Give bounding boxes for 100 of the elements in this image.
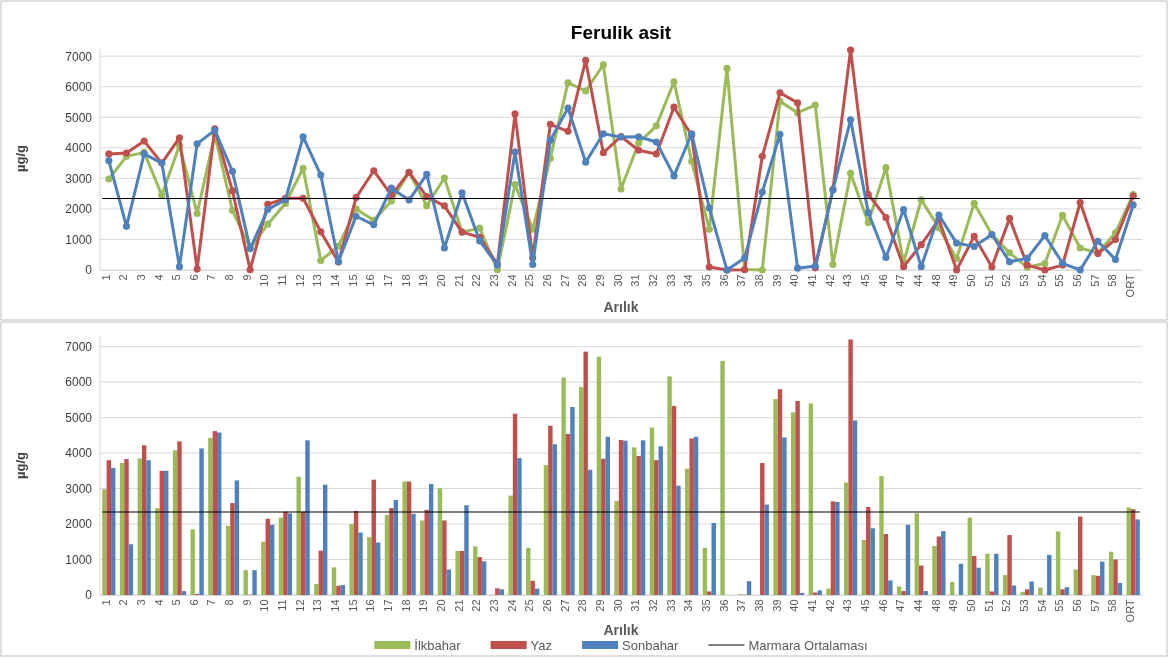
- x-tick-label: 56: [1070, 274, 1083, 287]
- bar: [879, 476, 884, 595]
- point: [758, 152, 766, 160]
- x-tick-label: 3: [134, 599, 147, 606]
- bar: [579, 387, 584, 595]
- bar: [570, 406, 575, 595]
- bar: [808, 403, 814, 595]
- point: [1058, 211, 1067, 219]
- point: [105, 175, 113, 183]
- y-tick-label: 2000: [65, 202, 93, 217]
- x-tick-label: 13: [311, 599, 324, 612]
- x-tick-label: 53: [1017, 274, 1030, 287]
- bar: [508, 495, 513, 595]
- x-tick-label: 11: [276, 274, 289, 286]
- bar: [137, 458, 142, 595]
- x-tick-label: 19: [417, 274, 430, 287]
- bar: [817, 590, 822, 595]
- x-tick-label: 9: [240, 274, 253, 281]
- point: [476, 237, 484, 245]
- x-tick-label: 29: [594, 599, 607, 612]
- bar: [936, 536, 942, 595]
- x-tick-label: 36: [717, 599, 730, 612]
- bar: [367, 537, 372, 595]
- x-axis-title: Arılık: [603, 622, 639, 638]
- x-tick-label: 14: [329, 599, 342, 612]
- point: [705, 263, 713, 271]
- x-tick-label: 18: [399, 274, 412, 287]
- y-tick-label: 1000: [65, 232, 93, 247]
- bar: [711, 522, 716, 595]
- x-tick-label: 24: [505, 599, 518, 612]
- point: [387, 184, 395, 192]
- x-tick-label: 54: [1035, 599, 1048, 612]
- x-tick-label: 6: [187, 599, 200, 606]
- y-tick-label: 7000: [65, 49, 93, 64]
- bar: [446, 569, 452, 595]
- bar: [870, 528, 875, 595]
- bar: [296, 476, 301, 595]
- point: [193, 140, 201, 148]
- bar: [314, 584, 319, 595]
- x-tick-label: 31: [629, 599, 642, 612]
- point: [776, 89, 784, 97]
- point: [1111, 235, 1120, 244]
- x-tick-label: 51: [982, 599, 995, 612]
- bar: [283, 511, 288, 595]
- x-tick-label: 57: [1088, 599, 1101, 612]
- point: [175, 263, 184, 271]
- point: [564, 104, 572, 112]
- bar: [499, 589, 504, 595]
- x-tick-label: 45: [858, 599, 871, 612]
- bar: [190, 529, 195, 595]
- x-tick-label: 5: [170, 274, 183, 281]
- x-tick-label: 20: [435, 274, 448, 287]
- x-tick-label: 40: [788, 274, 801, 287]
- point: [299, 133, 307, 141]
- bar: [212, 431, 217, 595]
- x-tick-label: 33: [664, 599, 677, 612]
- point: [864, 219, 872, 227]
- bar: [261, 541, 266, 595]
- point: [564, 79, 572, 87]
- bar: [1113, 559, 1118, 595]
- bar: [124, 459, 129, 595]
- bar: [632, 447, 637, 595]
- point: [105, 150, 113, 158]
- bar: [671, 405, 677, 595]
- bar: [1007, 535, 1012, 595]
- x-tick-label: 27: [558, 599, 571, 612]
- point: [511, 180, 519, 189]
- point: [158, 191, 166, 199]
- point: [970, 232, 978, 240]
- x-tick-label: 28: [576, 599, 589, 612]
- point: [1129, 201, 1137, 209]
- x-tick-label: 57: [1088, 274, 1101, 287]
- bar: [795, 400, 800, 595]
- x-tick-label: 12: [293, 274, 306, 287]
- bar: [790, 412, 796, 595]
- bar: [477, 557, 482, 595]
- x-tick-label: 47: [894, 274, 907, 287]
- point: [794, 264, 802, 272]
- point: [741, 254, 749, 262]
- bar: [278, 517, 284, 595]
- point: [440, 174, 448, 182]
- point: [917, 241, 925, 249]
- x-tick-label: 22: [470, 274, 483, 287]
- point: [476, 224, 484, 232]
- y-tick-label: 2000: [65, 517, 93, 532]
- bar: [689, 438, 694, 595]
- point: [1076, 198, 1084, 207]
- bar: [252, 570, 257, 595]
- x-tick-label: 41: [805, 599, 818, 612]
- point: [758, 188, 766, 196]
- x-tick-label: 37: [735, 274, 748, 287]
- bar: [473, 546, 478, 595]
- y-tick-label: 4000: [65, 141, 93, 156]
- chart-title: Ferulik asit: [570, 22, 672, 43]
- point: [952, 239, 961, 247]
- point: [423, 170, 431, 178]
- bar: [720, 360, 725, 595]
- x-tick-label: 58: [1106, 274, 1119, 287]
- x-tick-label: 12: [293, 599, 306, 612]
- x-tick-label: 4: [152, 599, 165, 606]
